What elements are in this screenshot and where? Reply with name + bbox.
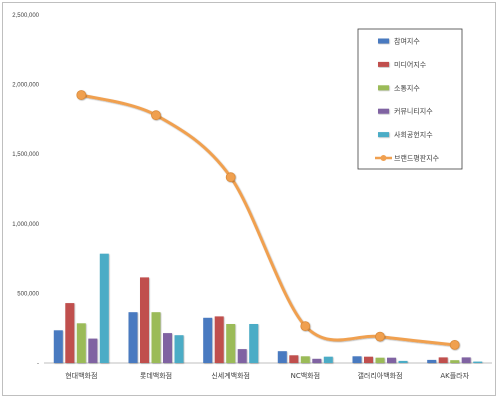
- bar: [312, 358, 322, 363]
- y-tick-label: 500,000: [17, 291, 39, 297]
- bar: [461, 357, 471, 363]
- bar: [450, 360, 460, 363]
- legend-box: [357, 28, 463, 170]
- bar: [76, 323, 86, 363]
- legend-label: 참여지수: [394, 37, 420, 46]
- x-tick-label: AK플라자: [440, 371, 469, 380]
- legend-swatch: [378, 61, 389, 67]
- line-point: [375, 331, 385, 342]
- line-point: [76, 90, 87, 100]
- bar: [387, 357, 396, 363]
- bar: [289, 355, 299, 363]
- bar: [163, 333, 172, 363]
- bar: [300, 356, 310, 363]
- bar: [203, 317, 213, 363]
- y-tick-label: 1,500,000: [12, 152, 39, 158]
- y-tick-label: -: [37, 361, 39, 367]
- y-tick-label: 2,500,000: [12, 13, 39, 19]
- bar: [398, 360, 408, 363]
- bar: [226, 324, 236, 363]
- x-tick-label: 신세계백화점: [211, 371, 250, 380]
- bar: [53, 330, 63, 363]
- legend-label: 소통지수: [394, 83, 420, 92]
- bar-series: [53, 253, 483, 363]
- x-tick-label: 현대백화점: [65, 371, 97, 380]
- legend-label: 브랜드평판지수: [394, 154, 440, 163]
- bar: [237, 349, 247, 363]
- legend-swatch: [378, 108, 389, 114]
- bar: [151, 312, 161, 363]
- bar: [128, 312, 138, 363]
- x-tick-label: NC백화점: [291, 371, 320, 380]
- x-axis: 현대백화점 롯데백화점 신세계백화점 NC백화점 갤러리아백화점 AK플라자: [65, 371, 469, 380]
- x-tick-label: 롯데백화점: [140, 371, 172, 380]
- bar: [364, 356, 373, 363]
- bar: [174, 335, 184, 363]
- line-point: [300, 321, 311, 332]
- x-tick-label: 갤러리아백화점: [357, 371, 402, 380]
- bar: [323, 356, 333, 363]
- bar: [352, 356, 362, 363]
- legend-swatch-marker: [380, 155, 387, 161]
- bar: [88, 338, 98, 363]
- line-series: [76, 90, 460, 350]
- bar: [473, 361, 483, 363]
- bar: [214, 316, 224, 363]
- line-point: [151, 110, 161, 121]
- y-axis: - 500,000 1,000,000 1,500,000 2,000,000 2,500…: [12, 13, 39, 367]
- bar: [65, 303, 75, 363]
- bar: [249, 324, 259, 363]
- legend-label: 사회공헌지수: [394, 130, 433, 139]
- bar: [277, 351, 287, 363]
- bar: [438, 357, 448, 363]
- legend-swatch: [378, 132, 389, 138]
- bar: [99, 253, 109, 363]
- bar: [140, 277, 149, 363]
- line-point: [225, 172, 236, 183]
- y-tick-label: 2,000,000: [12, 83, 39, 89]
- y-tick-label: 1,000,000: [12, 222, 39, 228]
- bar: [375, 357, 385, 363]
- legend-swatch: [378, 85, 389, 91]
- line-point: [449, 339, 460, 350]
- legend-swatch: [378, 38, 389, 44]
- bar: [427, 359, 437, 363]
- legend-label: 미디어지수: [394, 60, 427, 69]
- legend-label: 커뮤니티지수: [394, 107, 433, 116]
